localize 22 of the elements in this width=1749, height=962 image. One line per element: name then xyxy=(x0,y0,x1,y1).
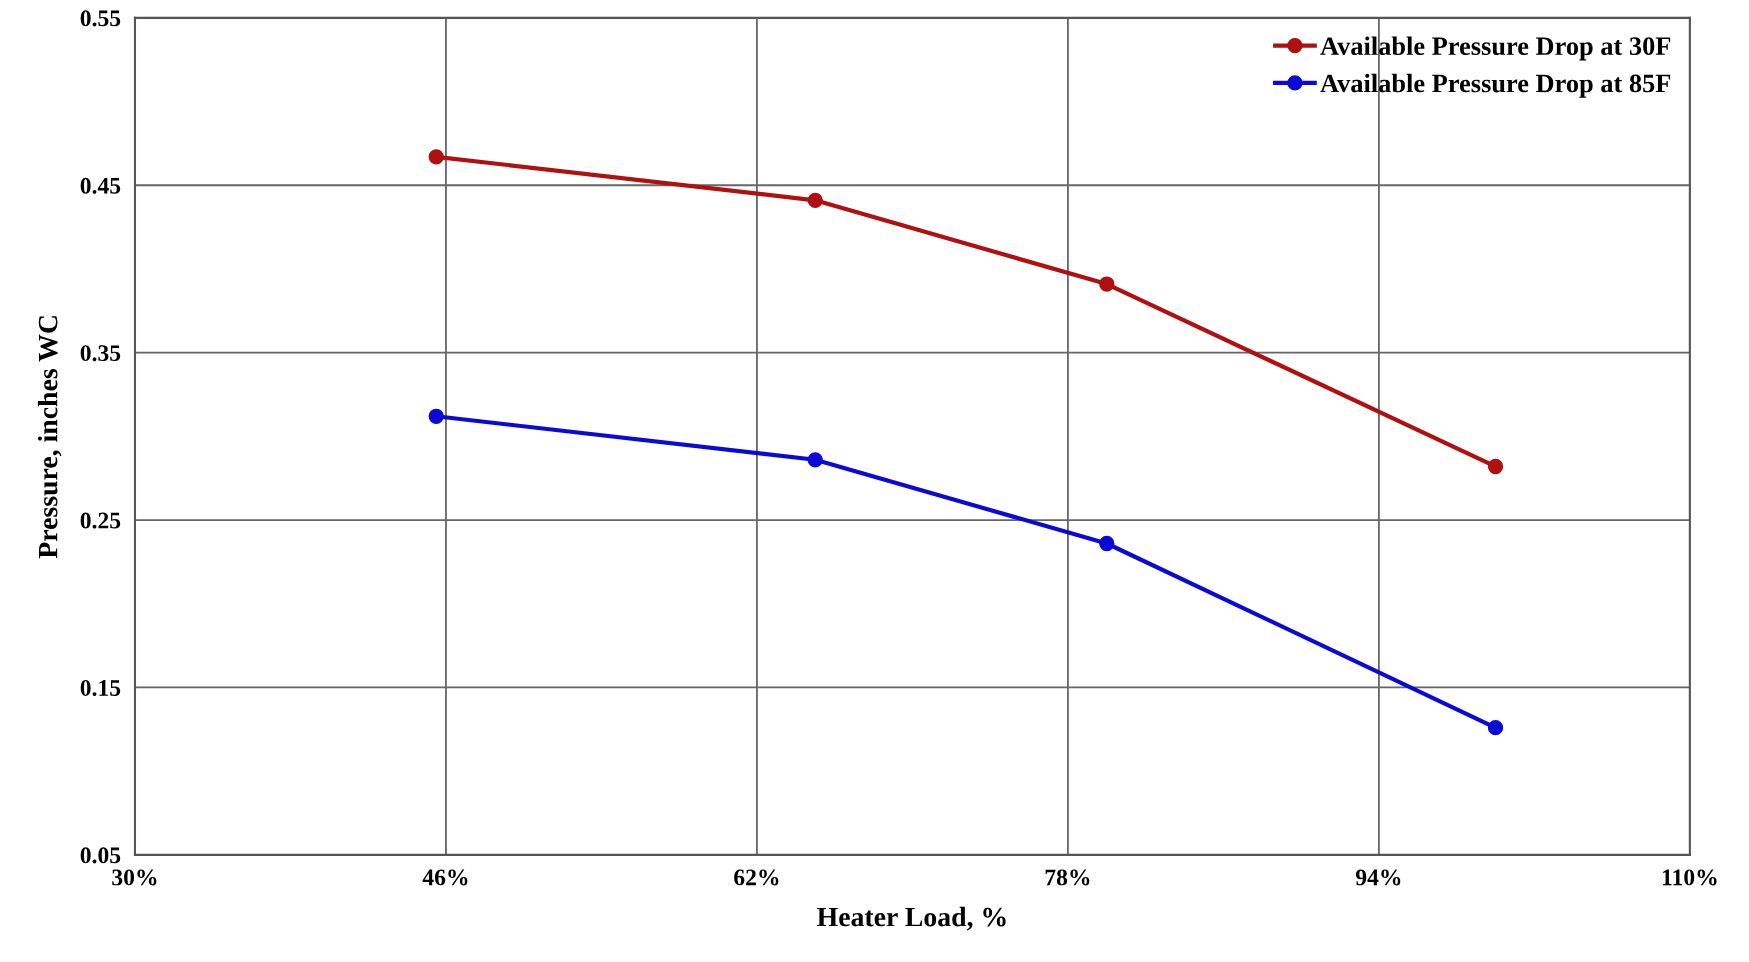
x-tick-label: 110% xyxy=(1662,869,1717,886)
x-tick-label: 78% xyxy=(1045,869,1090,886)
point xyxy=(1487,719,1504,736)
point xyxy=(1099,276,1115,292)
point xyxy=(1487,458,1504,475)
point xyxy=(1099,535,1115,552)
y-tick-label: 0.55 xyxy=(80,10,121,27)
x-tick-label: 94% xyxy=(1355,869,1401,886)
x-tick-label: 30% xyxy=(112,869,157,886)
point xyxy=(428,408,444,424)
point xyxy=(807,192,823,208)
x-tick-label: 46% xyxy=(422,869,468,886)
y-tick-label: 0.15 xyxy=(80,679,121,696)
y-axis-title: Pressure, inches WC xyxy=(37,316,62,559)
y-tick-label: 0.05 xyxy=(80,847,121,864)
x-axis-title: Heater Load, % xyxy=(817,906,1006,931)
point xyxy=(428,149,444,165)
y-tick-label: 0.25 xyxy=(80,512,121,529)
x-tick-label: 62% xyxy=(734,869,779,886)
y-tick-label: 0.45 xyxy=(80,177,121,194)
y-tick-label: 0.35 xyxy=(80,345,121,362)
point xyxy=(807,452,823,468)
